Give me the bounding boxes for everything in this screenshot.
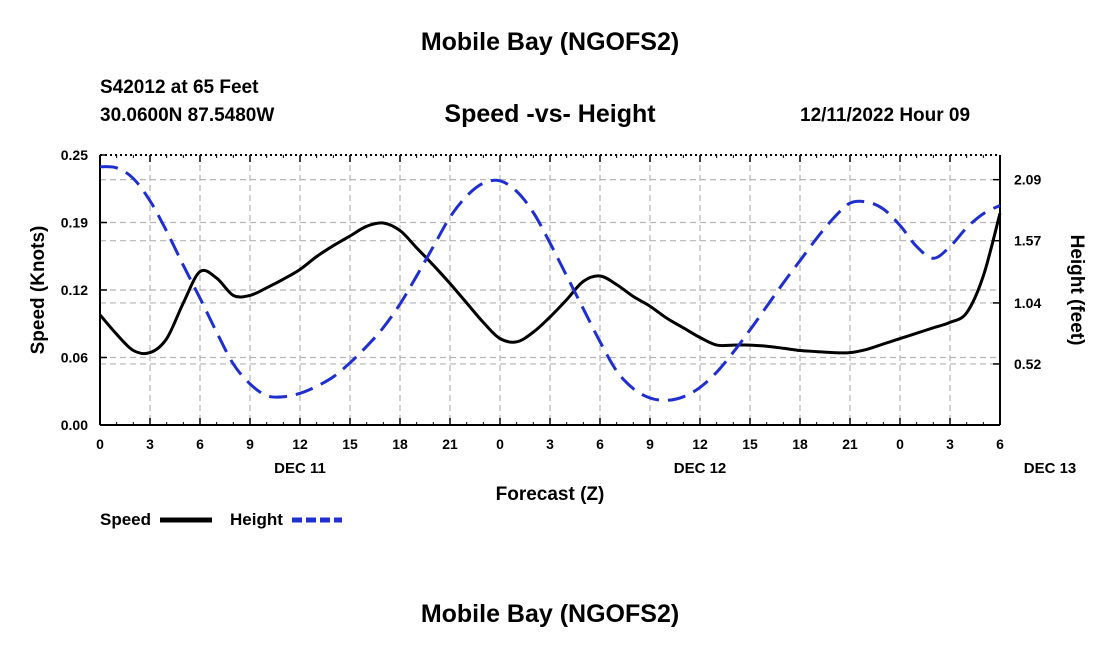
station-label: S42012 at 65 Feet	[100, 77, 259, 98]
footer-title: Mobile Bay (NGOFS2)	[420, 600, 680, 628]
x-tick-label: 0	[896, 436, 904, 452]
x-tick-label: 0	[496, 436, 504, 452]
y2-axis-label: Height (feet)	[1066, 235, 1087, 346]
x-tick-label: 15	[742, 436, 758, 452]
y-tick-label: 0.12	[61, 282, 88, 298]
date-label: DEC 13	[1024, 460, 1077, 477]
date-label: DEC 12	[674, 460, 727, 477]
chart-title: Mobile Bay (NGOFS2)	[420, 28, 680, 56]
y2-tick-label: 0.52	[1014, 356, 1041, 372]
x-tick-label: 9	[246, 436, 254, 452]
x-tick-label: 21	[842, 436, 858, 452]
y-tick-label: 0.25	[61, 147, 88, 163]
grid	[100, 155, 1000, 425]
axes: 0 3 6 9 12 15 18 21 0 3 6 9 12 15 18 21 0 3 6 DEC 11 DEC 12 D…	[61, 147, 1077, 477]
axis-labels: Forecast (Z) Speed (Knots) Height (feet)	[28, 226, 1087, 505]
x-tick-label: 18	[792, 436, 808, 452]
x-tick-label: 3	[946, 436, 954, 452]
y-axis-label: Speed (Knots)	[28, 226, 49, 355]
y2-tick-label: 1.04	[1014, 295, 1041, 311]
x-tick-label: 6	[596, 436, 604, 452]
x-tick-label: 21	[442, 436, 458, 452]
date-label: DEC 11	[274, 460, 326, 477]
x-tick-label: 0	[96, 436, 104, 452]
chart-subtitle: Speed -vs- Height	[444, 100, 656, 128]
x-tick-label: 15	[342, 436, 358, 452]
x-tick-label: 6	[996, 436, 1004, 452]
forecast-timestamp: 12/11/2022 Hour 09	[800, 105, 971, 126]
legend-height-label: Height	[230, 510, 283, 529]
speed-series-line	[98, 212, 1002, 356]
x-axis-label: Forecast (Z)	[496, 484, 605, 505]
y2-tick-label: 1.57	[1014, 233, 1041, 249]
height-series-line	[99, 165, 1001, 402]
x-tick-label: 12	[692, 436, 708, 452]
y-tick-label: 0.00	[61, 417, 88, 433]
y-tick-label: 0.06	[61, 350, 88, 366]
series	[98, 165, 1002, 402]
coordinates-label: 30.0600N 87.5480W	[100, 105, 275, 126]
y2-tick-label: 2.09	[1014, 172, 1041, 188]
x-tick-label: 3	[546, 436, 554, 452]
y-tick-label: 0.19	[61, 215, 88, 231]
x-tick-label: 12	[292, 436, 308, 452]
x-tick-label: 9	[646, 436, 654, 452]
x-tick-label: 18	[392, 436, 408, 452]
x-tick-label: 3	[146, 436, 154, 452]
x-tick-label: 6	[196, 436, 204, 452]
legend-speed-label: Speed	[100, 510, 151, 529]
legend: Speed Height	[100, 510, 342, 529]
